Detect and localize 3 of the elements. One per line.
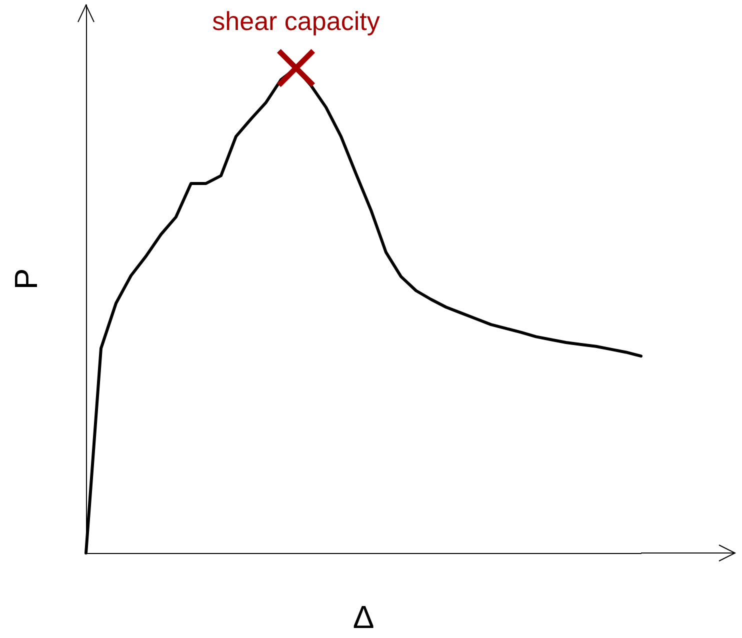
- text: shear capacity: [212, 6, 380, 38]
- x-axis-title: Δ: [352, 599, 374, 635]
- y-axis-title: P: [8, 268, 44, 290]
